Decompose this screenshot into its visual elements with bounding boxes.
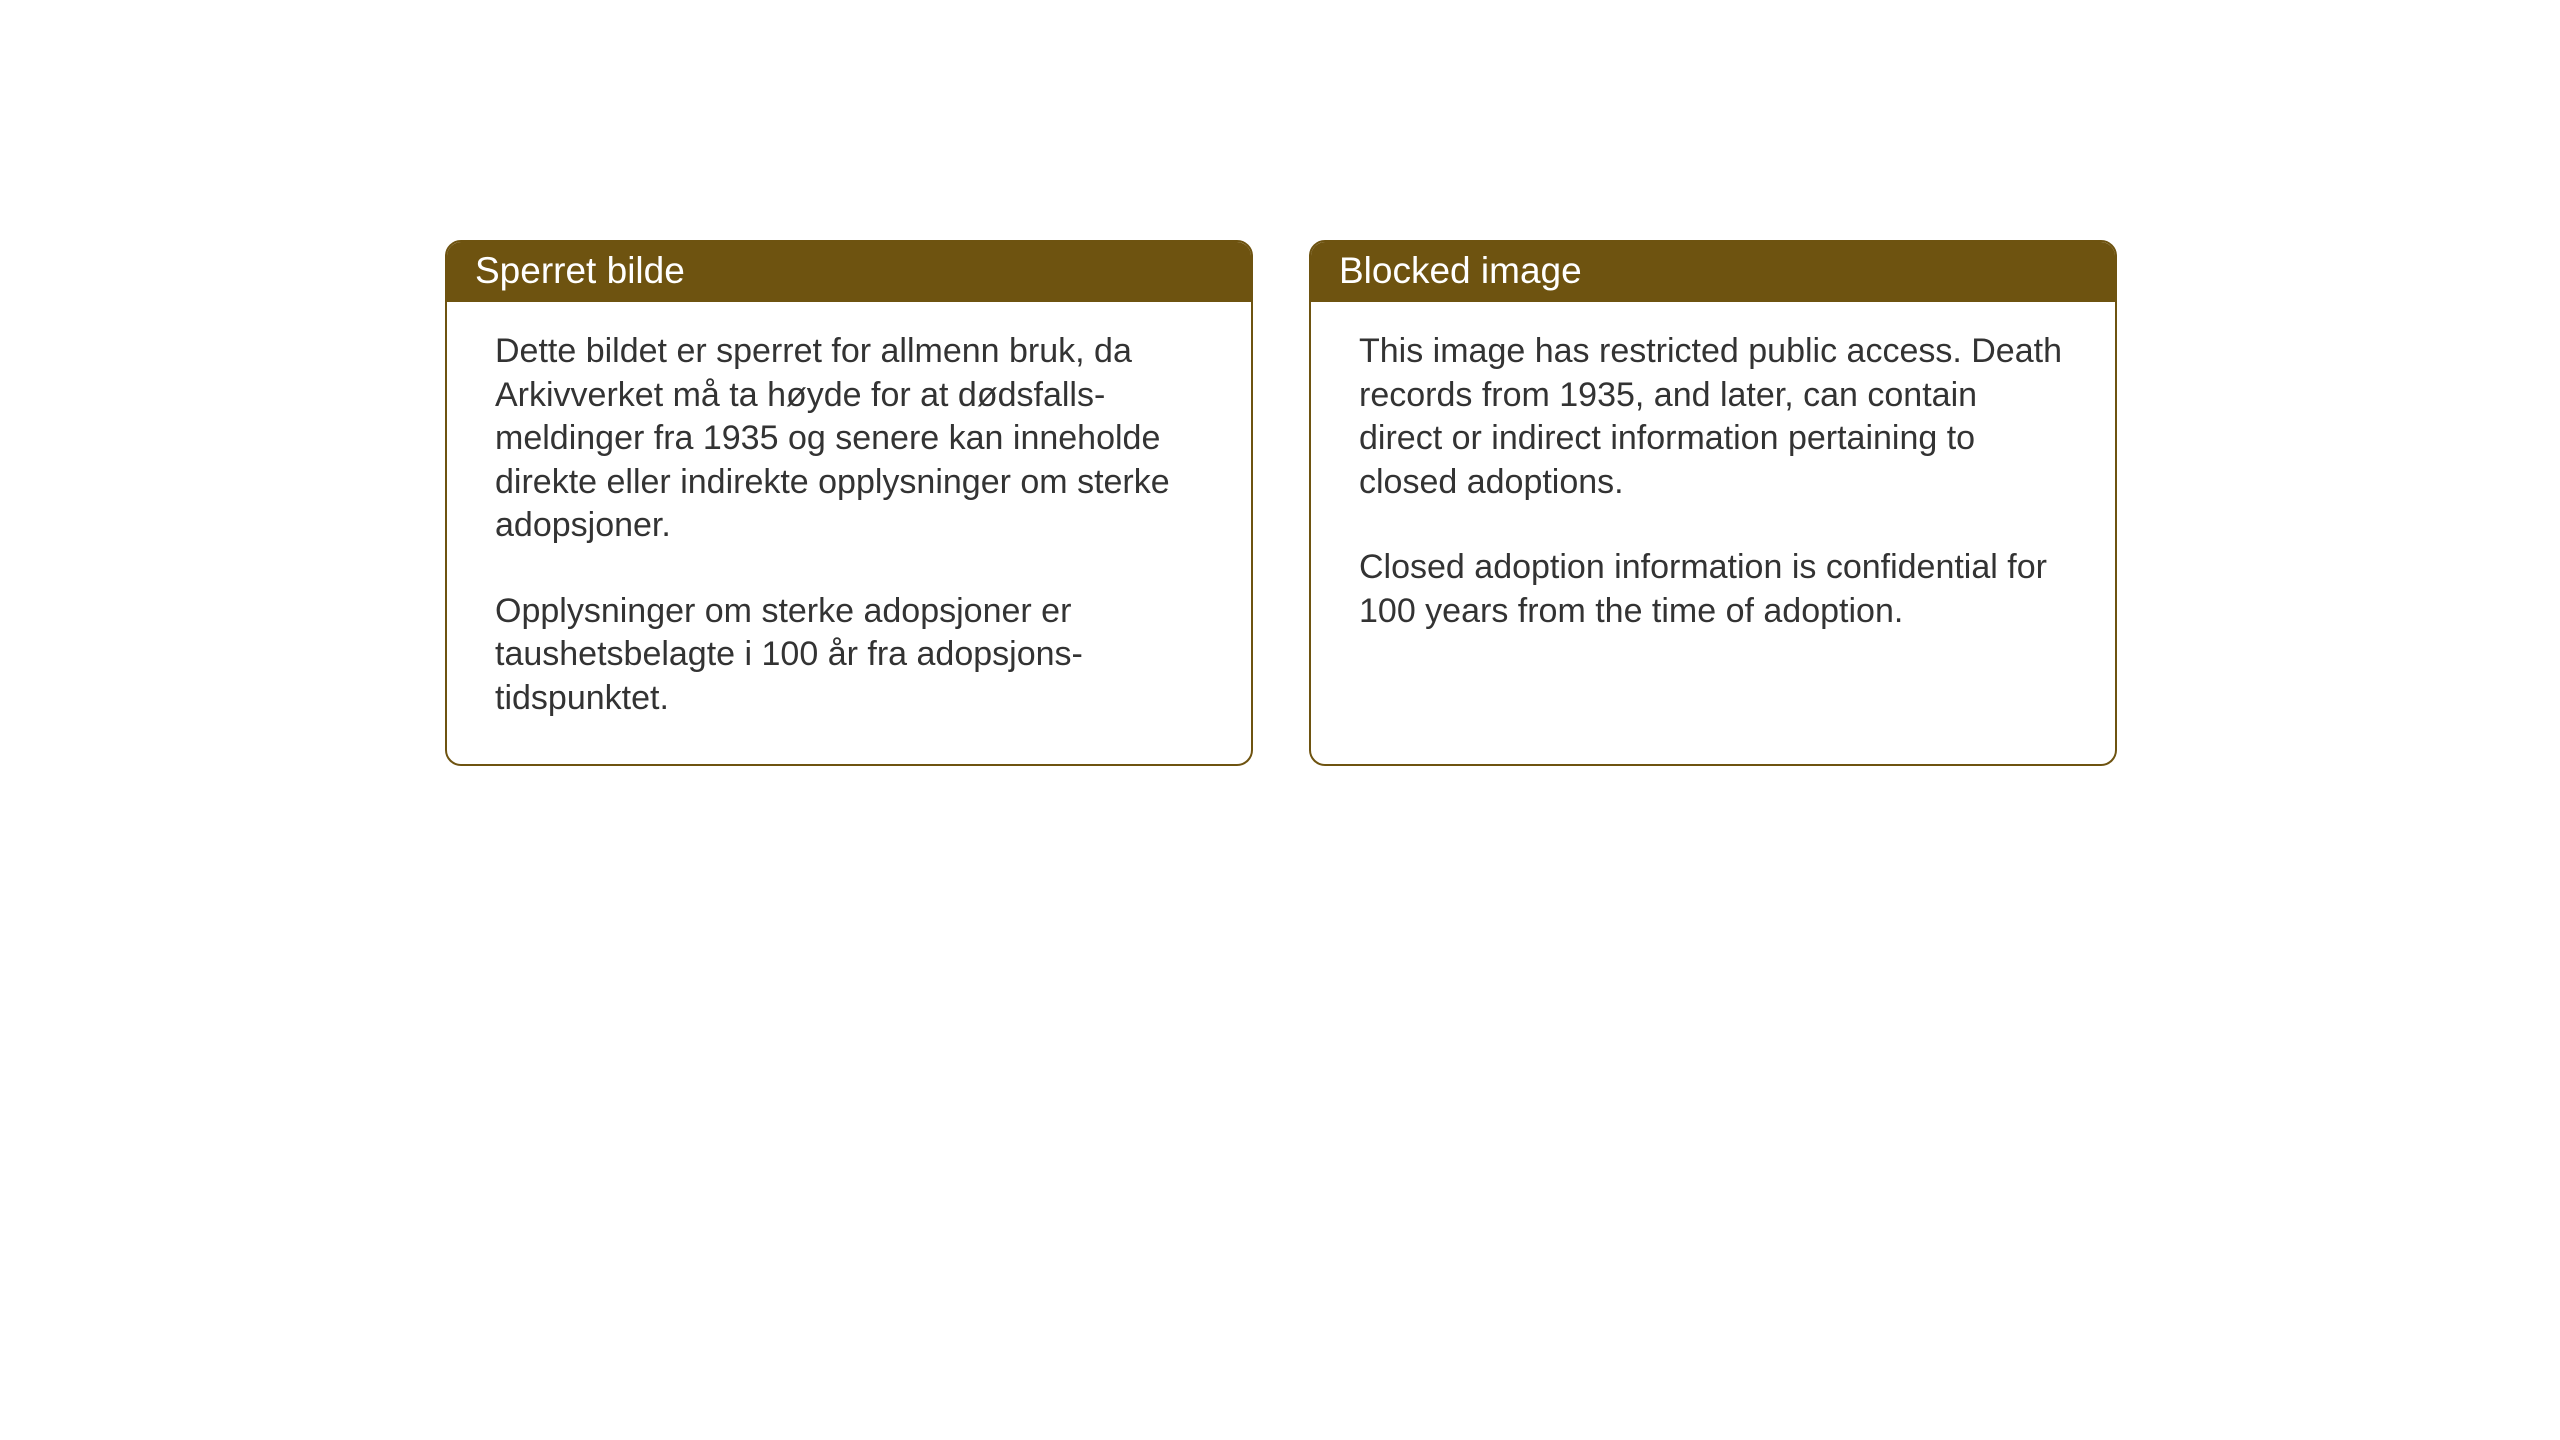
card-header-norwegian: Sperret bilde xyxy=(447,242,1251,302)
card-body-english: This image has restricted public access.… xyxy=(1311,302,2115,761)
notice-cards-container: Sperret bilde Dette bildet er sperret fo… xyxy=(445,240,2117,766)
card-paragraph: Closed adoption information is confident… xyxy=(1359,546,2067,633)
card-header-english: Blocked image xyxy=(1311,242,2115,302)
card-paragraph: Opplysninger om sterke adopsjoner er tau… xyxy=(495,590,1203,721)
card-paragraph: This image has restricted public access.… xyxy=(1359,330,2067,504)
card-body-norwegian: Dette bildet er sperret for allmenn bruk… xyxy=(447,302,1251,764)
card-paragraph: Dette bildet er sperret for allmenn bruk… xyxy=(495,330,1203,548)
notice-card-english: Blocked image This image has restricted … xyxy=(1309,240,2117,766)
notice-card-norwegian: Sperret bilde Dette bildet er sperret fo… xyxy=(445,240,1253,766)
